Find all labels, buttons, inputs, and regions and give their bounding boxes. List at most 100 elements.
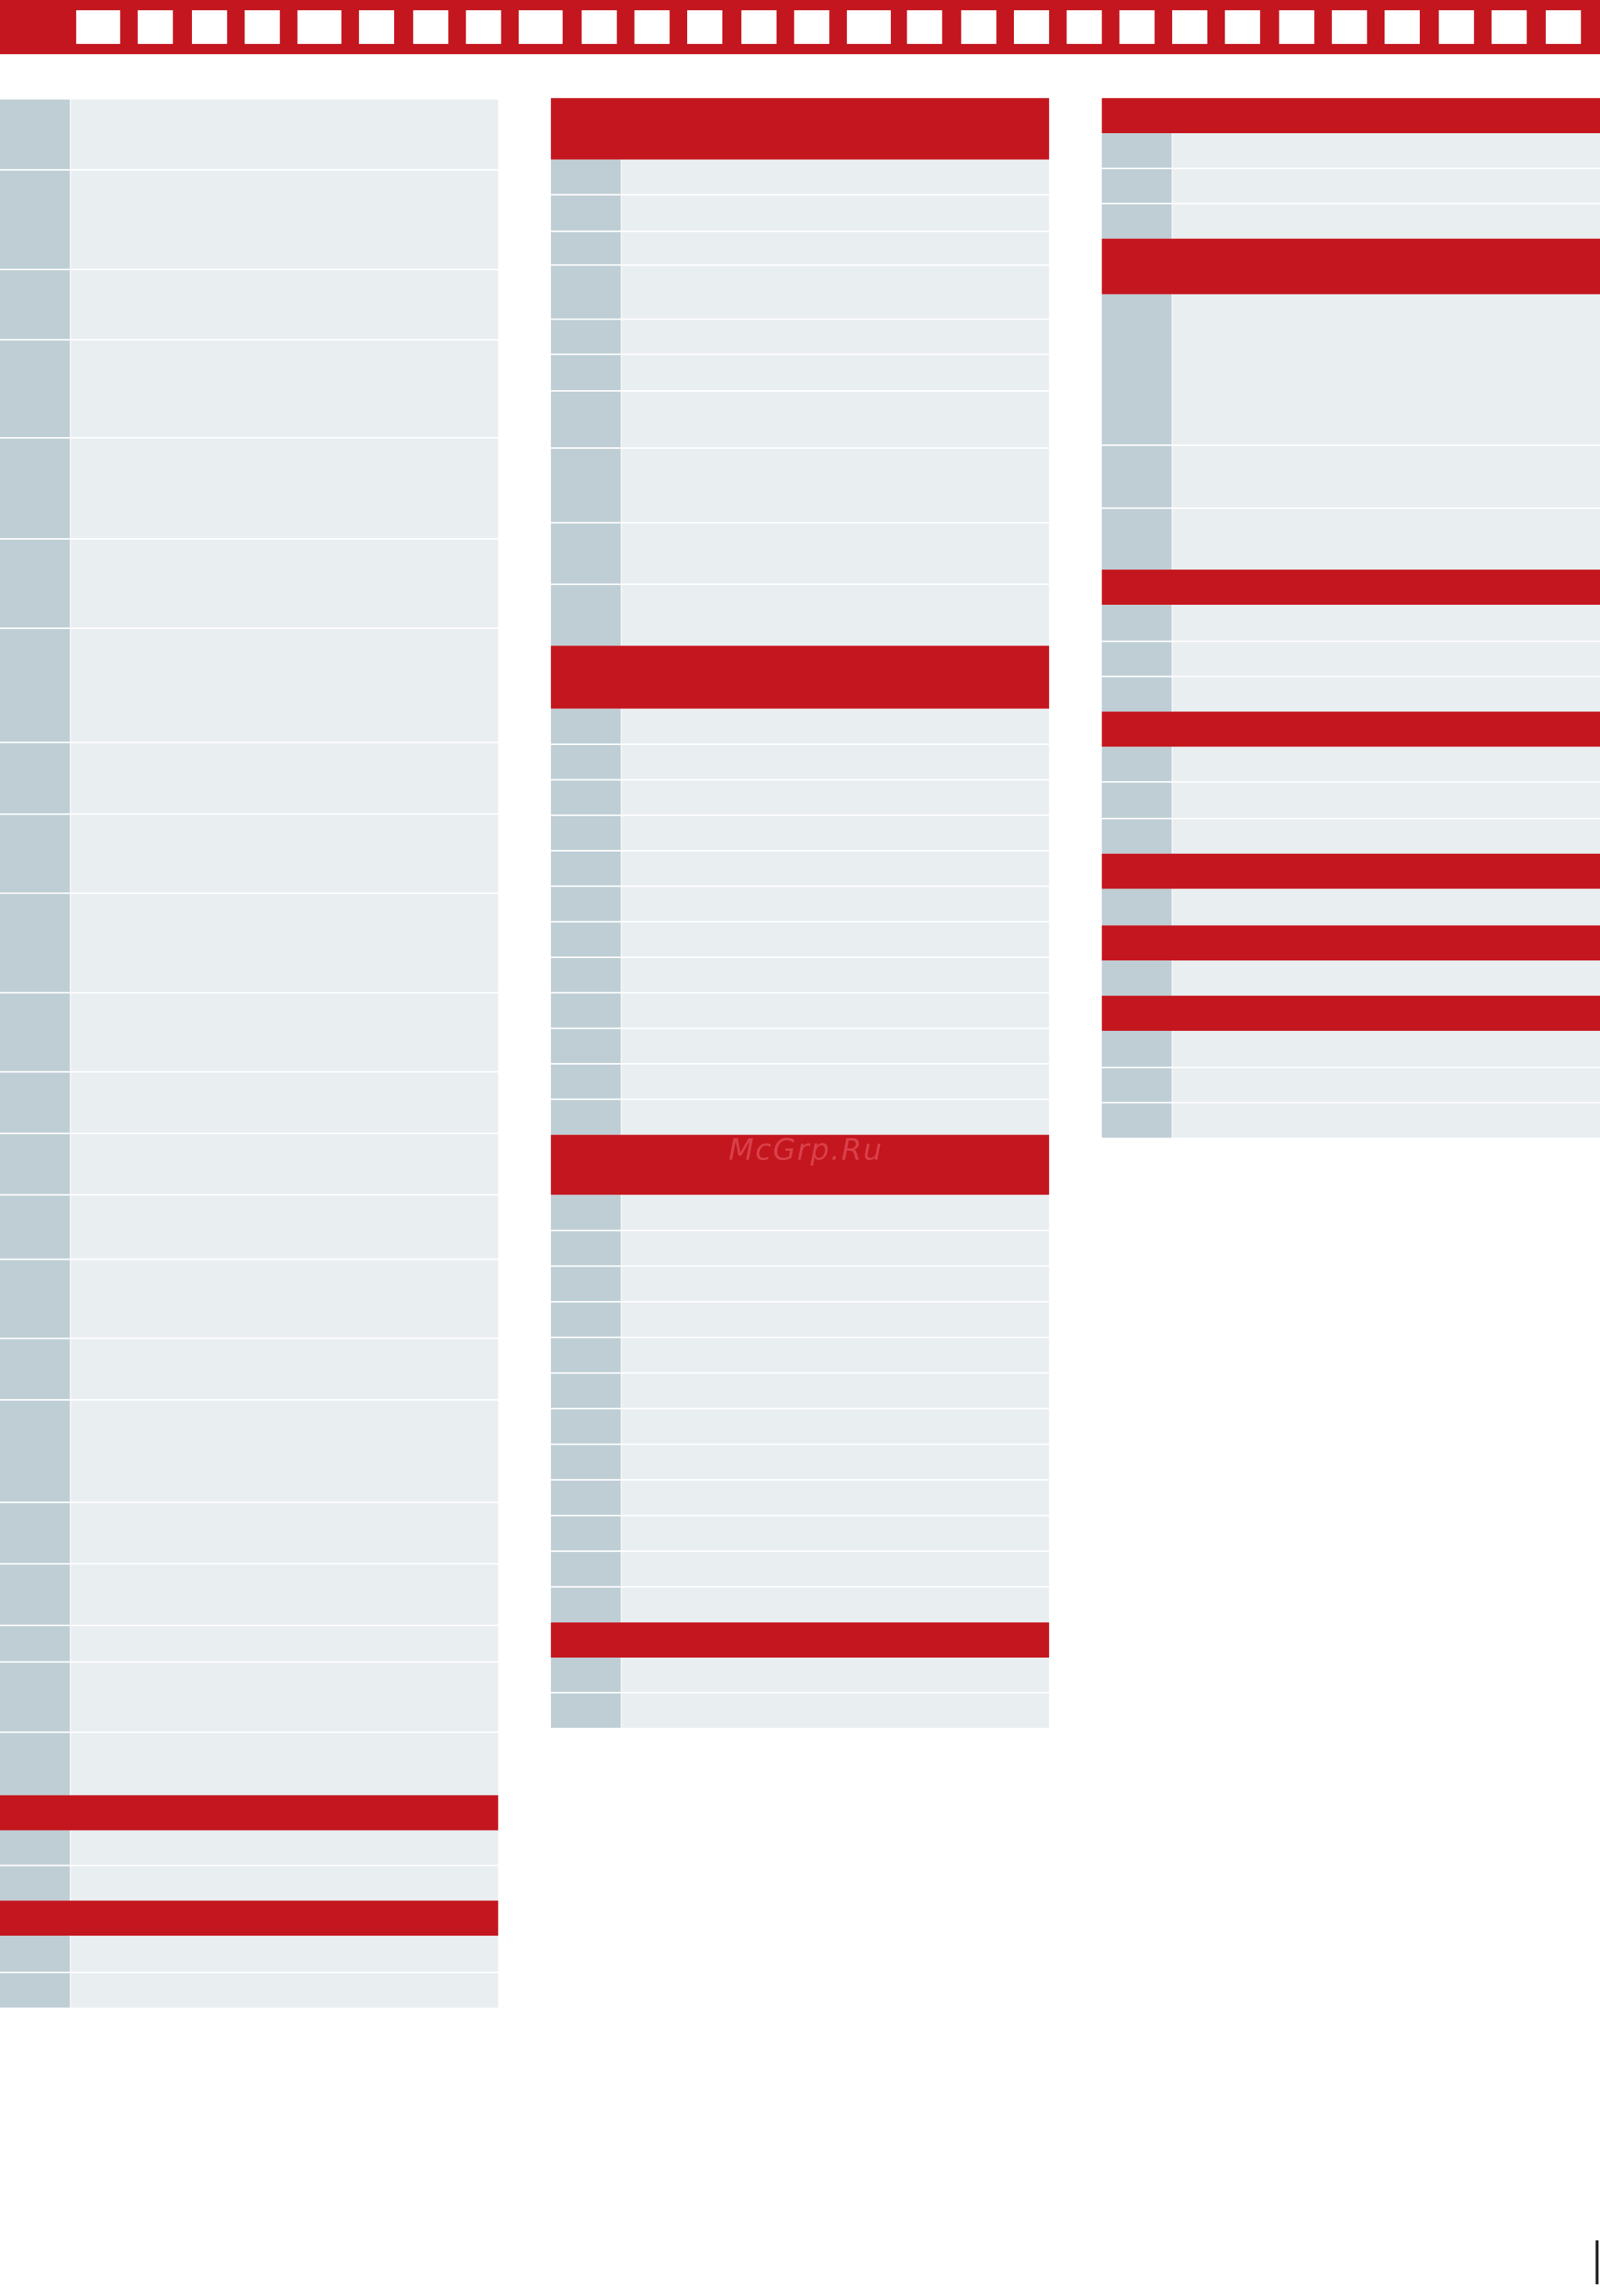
table-row [551, 779, 1049, 815]
bar-square [76, 10, 121, 45]
value-cell [621, 522, 1049, 584]
key-cell [0, 1133, 71, 1195]
section-header [1102, 925, 1600, 961]
table-row [1102, 1101, 1600, 1138]
key-cell [0, 1661, 71, 1733]
key-cell [551, 354, 621, 392]
section-header [1102, 996, 1600, 1031]
value-cell [1171, 445, 1600, 508]
bar-square [1066, 10, 1102, 45]
table-row [1102, 507, 1600, 570]
key-cell [551, 231, 621, 266]
bar-square [1119, 10, 1155, 45]
bar-square [1171, 10, 1207, 45]
key-cell [551, 1692, 621, 1728]
value-cell [1171, 508, 1600, 570]
key-cell [1102, 1030, 1172, 1068]
bar-square [1439, 10, 1475, 45]
key-cell [0, 1936, 71, 1972]
section-header [551, 645, 1049, 709]
key-cell [551, 1480, 621, 1516]
table-row [551, 1443, 1049, 1481]
key-cell [0, 339, 71, 438]
key-cell [0, 1072, 71, 1134]
watermark: McGrp.Ru [729, 1132, 883, 1166]
value-cell [1171, 641, 1600, 677]
table-row [0, 537, 498, 628]
table-row [0, 99, 498, 170]
key-cell [551, 447, 621, 523]
key-cell [551, 1658, 621, 1693]
key-cell [551, 522, 621, 584]
value-cell [1171, 1102, 1600, 1138]
key-cell [551, 993, 621, 1029]
value-cell [621, 1337, 1049, 1373]
bar-square [1014, 10, 1049, 45]
key-cell [551, 1064, 621, 1100]
key-cell [551, 921, 621, 958]
table-row [0, 1258, 498, 1339]
tables [0, 98, 1600, 2008]
value-cell [621, 1551, 1049, 1587]
value-cell [621, 1230, 1049, 1267]
table-row [0, 1071, 498, 1134]
key-cell [551, 1551, 621, 1587]
key-cell [551, 1337, 621, 1373]
section-header [1102, 711, 1600, 747]
key-cell [1102, 960, 1172, 996]
value-cell [621, 1099, 1049, 1135]
table-row [0, 1971, 498, 2008]
value-cell [70, 339, 498, 438]
table [1102, 98, 1600, 1138]
value-cell [70, 1732, 498, 1795]
table-row [551, 230, 1049, 266]
value-cell [70, 269, 498, 340]
value-cell [1171, 676, 1600, 712]
table-row [551, 583, 1049, 646]
section-header [0, 1900, 498, 1936]
bar-square [1331, 10, 1367, 45]
key-cell [0, 1564, 71, 1625]
section-header [551, 1134, 1049, 1195]
key-cell [0, 742, 71, 815]
table-row [551, 920, 1049, 958]
key-cell [551, 1230, 621, 1267]
value-cell [621, 447, 1049, 523]
table-row [551, 1550, 1049, 1587]
key-cell [1102, 168, 1172, 204]
table [0, 99, 498, 2008]
value-cell [1171, 747, 1600, 783]
bar-square [687, 10, 722, 45]
value-cell [70, 814, 498, 894]
table-row [0, 1731, 498, 1795]
key-cell [551, 851, 621, 887]
value-cell [621, 354, 1049, 392]
table-row [0, 1661, 498, 1733]
bar-square [581, 10, 617, 45]
table-row [551, 850, 1049, 887]
key-cell [551, 1028, 621, 1065]
table-row [0, 436, 498, 539]
key-cell [551, 708, 621, 745]
table-row [1102, 640, 1600, 677]
section-header [1102, 569, 1600, 606]
table-row [551, 743, 1049, 780]
table-row [551, 814, 1049, 852]
table-row [0, 1936, 498, 1972]
key-cell [551, 391, 621, 448]
value-cell [1171, 1067, 1600, 1103]
key-cell [1102, 508, 1172, 570]
table-row [551, 353, 1049, 392]
table-row [551, 193, 1049, 232]
bar-square [846, 10, 891, 45]
key-cell [0, 538, 71, 628]
key-cell [0, 1865, 71, 1901]
value-cell [1171, 203, 1600, 239]
section-header [551, 98, 1049, 160]
value-cell [70, 99, 498, 170]
value-cell [621, 319, 1049, 355]
bar-square [961, 10, 997, 45]
bar-square [741, 10, 777, 45]
value-cell [621, 231, 1049, 266]
table-row [0, 1563, 498, 1625]
